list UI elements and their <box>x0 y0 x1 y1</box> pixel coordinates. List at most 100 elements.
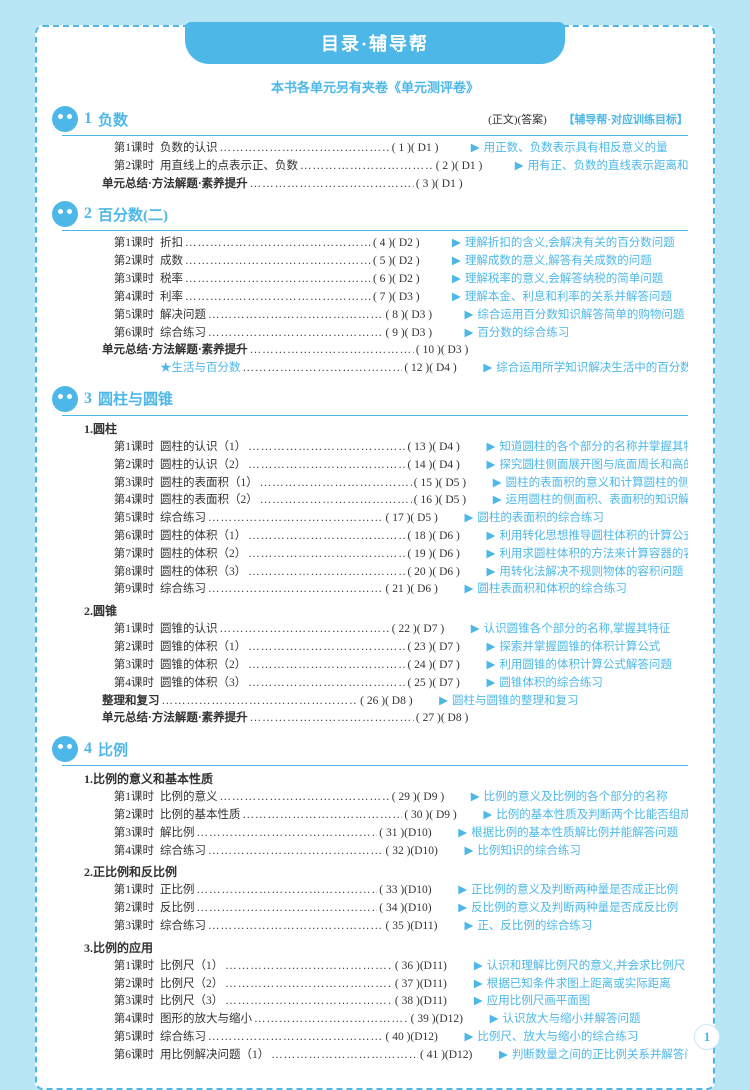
toc-row: 第4课时 圆柱的表面积（2） …………………………………………………………………… <box>62 492 688 510</box>
lesson-topic: 比例尺（2） <box>160 976 223 994</box>
chapter-num: 4 <box>84 740 92 758</box>
chapter-head: 4 比例 <box>62 736 688 766</box>
goal-text: 比例的基本性质及判断两个比能否组成比例 <box>496 807 688 825</box>
page-ref: ( 41 )(D12) <box>420 1047 495 1065</box>
toc-page: 目录·辅导帮 本书各单元另有夹卷《单元测评卷》 1 负数 (正文)(答案) 【辅… <box>35 25 715 1090</box>
arrow-icon: ▶ <box>465 510 474 528</box>
page-ref: ( 22 )( D7 ) <box>392 621 467 639</box>
arrow-icon: ▶ <box>483 807 492 825</box>
page-ref: ( 7 )( D3 ) <box>373 289 448 307</box>
toc-row: 第1课时 比例尺（1） …………………………………………………………………………… <box>62 958 688 976</box>
lesson-topic: 圆锥的体积（2） <box>160 657 246 675</box>
arrow-icon: ▶ <box>452 271 461 289</box>
toc-row: 第3课时 解比例 ……………………………………………………………………………… … <box>62 825 688 843</box>
lesson-num: 第6课时 <box>102 528 154 546</box>
page-ref: ( 12 )( D4 ) <box>404 360 479 378</box>
lesson-topic: 圆柱的体积（1） <box>160 528 246 546</box>
lesson-num: 第2课时 <box>102 807 154 825</box>
arrow-icon: ▶ <box>439 693 448 711</box>
lesson-num: 第3课时 <box>102 993 154 1011</box>
chapter-icon <box>52 201 78 227</box>
arrow-icon: ▶ <box>458 825 467 843</box>
toc-row: 第5课时 解决问题 ………………………………………………………………………………… <box>62 307 688 325</box>
lesson-topic: 成数 <box>160 253 183 271</box>
dots: ……………………………………………………………………………… <box>197 882 378 900</box>
goal-text: 应用比例尺画平面图 <box>487 993 688 1011</box>
lesson-topic: 圆柱的体积（3） <box>160 564 246 582</box>
page-ref: ( 9 )( D3 ) <box>386 325 461 343</box>
lesson-topic: 综合练习 <box>160 843 206 861</box>
arrow-icon: ▶ <box>452 289 461 307</box>
toc-row: 单元总结·方法解题·素养提升 …………………………………………………………………… <box>62 342 688 360</box>
dots: ……………………………………………………………………………… <box>197 900 378 918</box>
goal-text: 理解税率的意义,会解答纳税的简单问题 <box>465 271 688 289</box>
lesson-topic: 解决问题 <box>160 307 206 325</box>
lesson-num: 第1课时 <box>102 235 154 253</box>
page-ref: ( 2 )( D1 ) <box>436 158 511 176</box>
lesson-topic: 比例尺（3） <box>160 993 223 1011</box>
lesson-topic: 圆锥的体积（3） <box>160 675 246 693</box>
arrow-icon: ▶ <box>483 360 492 378</box>
chapter-head: 3 圆柱与圆锥 <box>62 386 688 416</box>
page-ref: ( 26 )( D8 ) <box>360 693 435 711</box>
goal-text: 综合运用百分数知识解答简单的购物问题 <box>477 307 688 325</box>
goal-text: 认识放大与缩小并解答问题 <box>502 1011 688 1029</box>
arrow-icon: ▶ <box>474 993 483 1011</box>
goal-text: 认识圆锥各个部分的名称,掌握其特征 <box>484 621 688 639</box>
page-ref: ( 35 )(D11) <box>386 918 461 936</box>
lesson-topic: 圆柱的表面积（2） <box>160 492 258 510</box>
dots: ……………………………………………………………………………… <box>208 510 384 528</box>
toc-row: 第4课时 综合练习 ………………………………………………………………………………… <box>62 843 688 861</box>
lesson-num: 第1课时 <box>102 439 154 457</box>
toc-row: ★生活与百分数 ……………………………………………………………………………… (… <box>62 360 688 378</box>
goal-text: 理解折扣的含义,会解决有关的百分数问题 <box>465 235 688 253</box>
arrow-icon: ▶ <box>493 492 502 510</box>
dots: ……………………………………………………………………………… <box>225 976 393 994</box>
arrow-icon: ▶ <box>465 307 474 325</box>
goal-text: 认识和理解比例尺的意义,并会求比例尺 <box>487 958 688 976</box>
chapter-title: 圆柱与圆锥 <box>98 388 173 409</box>
lesson-topic: 图形的放大与缩小 <box>160 1011 252 1029</box>
goal-text: 圆柱表面积和体积的综合练习 <box>477 581 688 599</box>
dots: ……………………………………………………………………………… <box>254 1011 409 1029</box>
lesson-num: 第2课时 <box>102 457 154 475</box>
toc-row: 第1课时 圆锥的认识 ……………………………………………………………………………… <box>62 621 688 639</box>
lesson-topic: 综合练习 <box>160 581 206 599</box>
toc-row: 单元总结·方法解题·素养提升 …………………………………………………………………… <box>62 710 688 728</box>
page-ref: ( 38 )(D11) <box>395 993 470 1011</box>
page-ref: ( 4 )( D2 ) <box>373 235 448 253</box>
page-ref: ( 25 )( D7 ) <box>407 675 482 693</box>
toc-row: 第4课时 利率 ……………………………………………………………………………… (… <box>62 289 688 307</box>
page-ref: ( 21 )( D6 ) <box>386 581 461 599</box>
page-title: 目录·辅导帮 <box>185 22 565 64</box>
lesson-topic: 圆柱的认识（1） <box>160 439 246 457</box>
dots: ……………………………………………………………………………… <box>208 918 384 936</box>
dots: ……………………………………………………………………………… <box>260 492 412 510</box>
goal-text: 综合运用所学知识解决生活中的百分数问题 <box>496 360 688 378</box>
arrow-icon: ▶ <box>471 789 480 807</box>
lesson-num: 第3课时 <box>102 825 154 843</box>
lesson-topic: 综合练习 <box>160 510 206 528</box>
arrow-icon: ▶ <box>486 457 495 475</box>
dots: ……………………………………………………………………………… <box>300 158 434 176</box>
goal-text: 百分数的综合练习 <box>477 325 688 343</box>
goal-text: 理解成数的意义,解答有关成数的问题 <box>465 253 688 271</box>
goal-text: 用有正、负数的直线表示距离和相反的方向 <box>528 158 688 176</box>
subsection-title: 2.正比例和反比例 <box>84 863 688 880</box>
lesson-num: 第3课时 <box>102 475 154 493</box>
chapter: 1 负数 (正文)(答案) 【辅导帮·对应训练目标】第1课时 负数的认识 ………… <box>62 106 688 193</box>
toc-row: 第6课时 综合练习 ………………………………………………………………………………… <box>62 325 688 343</box>
arrow-icon: ▶ <box>465 1029 474 1047</box>
chapter: 2 百分数(二) 第1课时 折扣 ……………………………………………………………… <box>62 201 688 378</box>
chapter: 4 比例 1.比例的意义和基本性质第1课时 比例的意义 ………………………………… <box>62 736 688 1065</box>
lesson-topic: 利率 <box>160 289 183 307</box>
arrow-icon: ▶ <box>486 639 495 657</box>
lesson-topic: 正比例 <box>160 882 195 900</box>
page-ref: ( 18 )( D6 ) <box>407 528 482 546</box>
lesson-topic: 用直线上的点表示正、负数 <box>160 158 298 176</box>
page-ref: ( 19 )( D6 ) <box>407 546 482 564</box>
lesson-num: 第6课时 <box>102 1047 154 1065</box>
goal-text: 探索并掌握圆锥的体积计算公式 <box>499 639 688 657</box>
subsection-title: 1.比例的意义和基本性质 <box>84 770 688 787</box>
dots: ……………………………………………………………………………… <box>225 993 393 1011</box>
